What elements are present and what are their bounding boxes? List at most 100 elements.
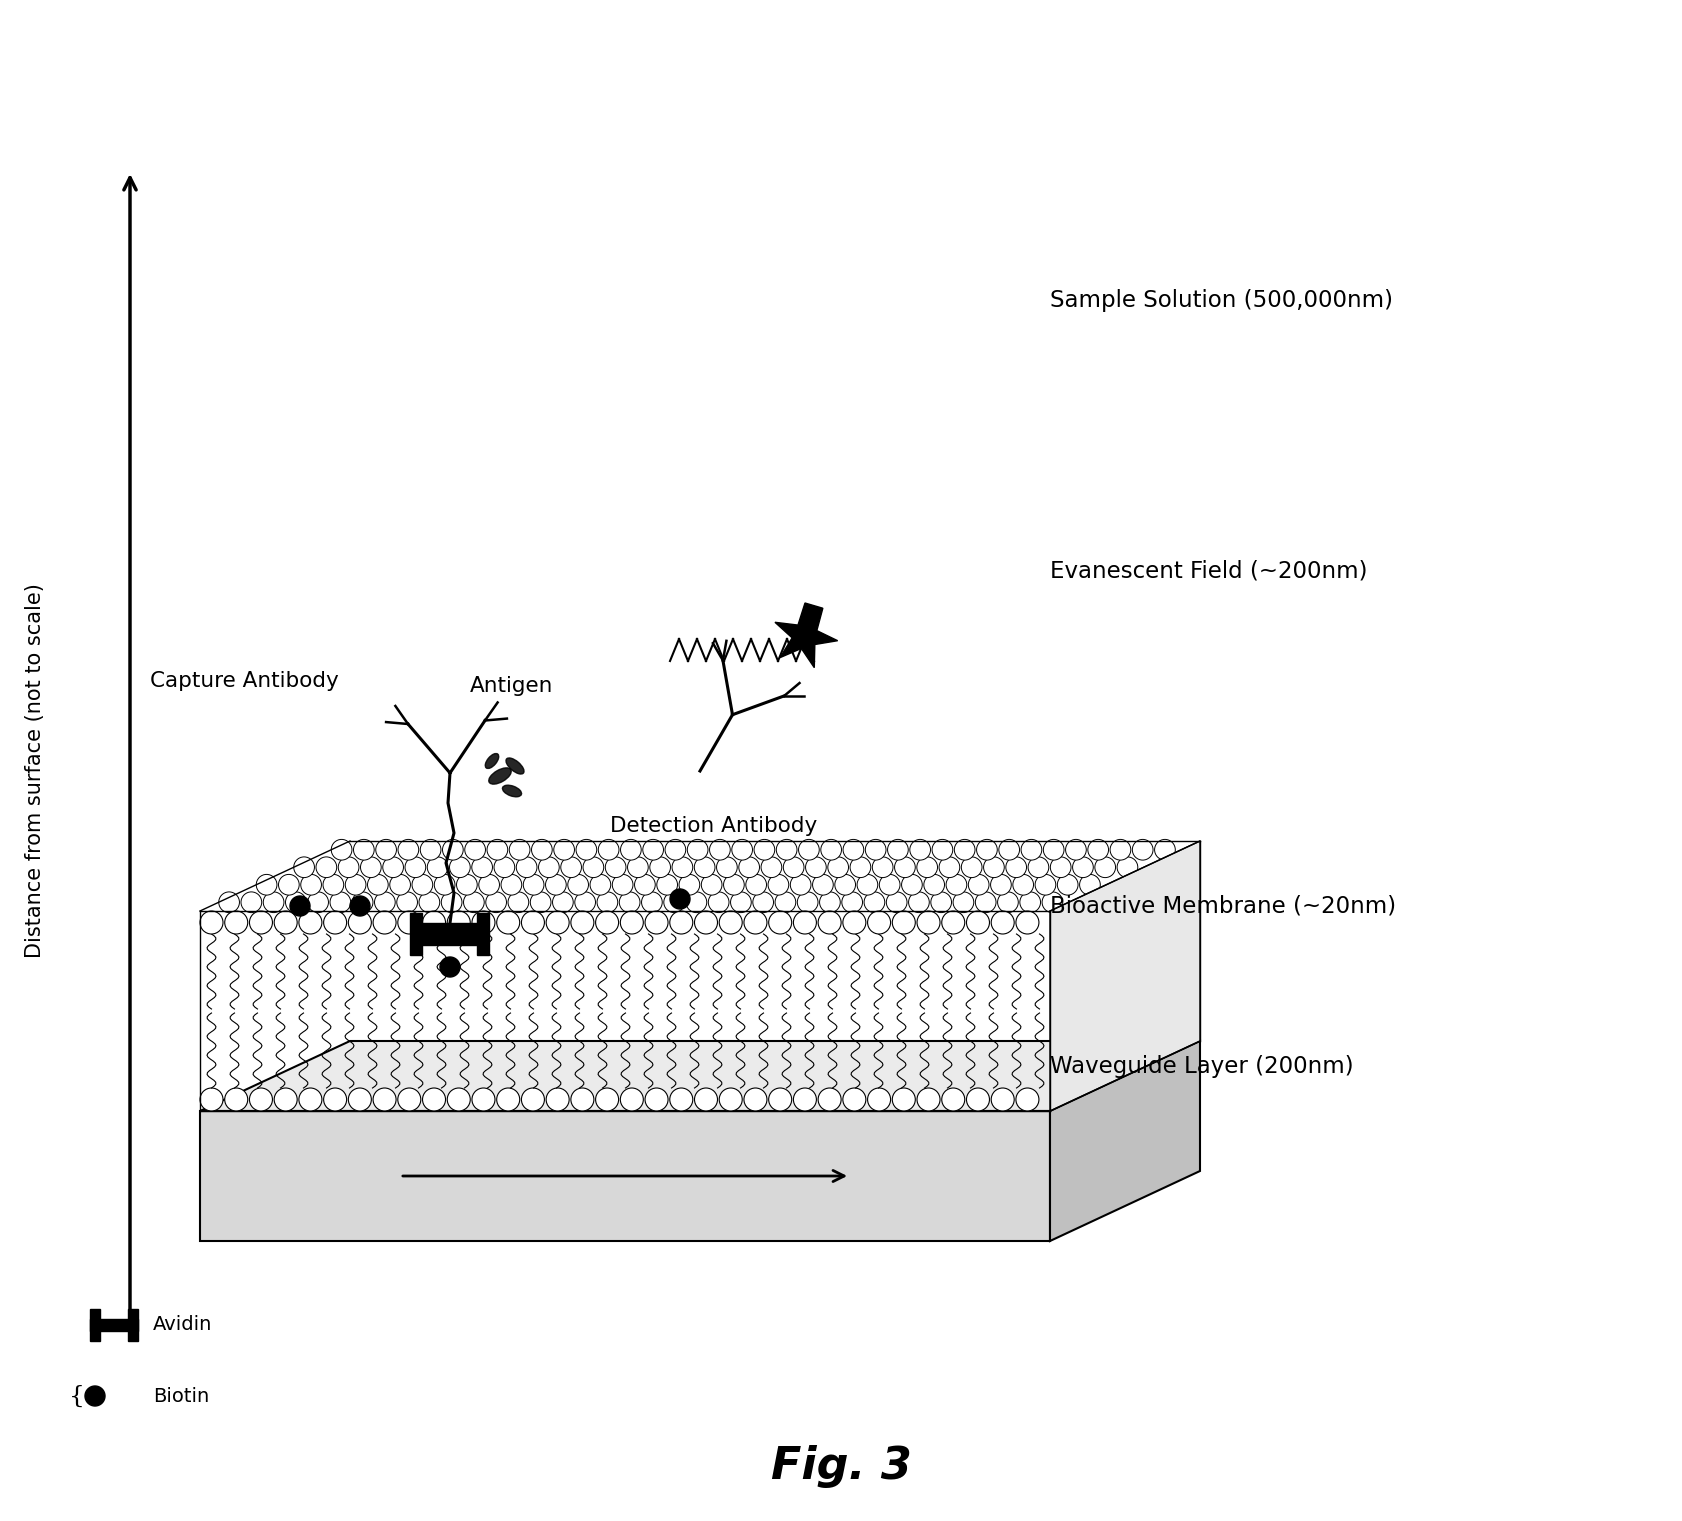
Circle shape [977,840,997,859]
Circle shape [488,840,508,859]
Circle shape [932,840,952,859]
Bar [410,913,422,955]
Polygon shape [200,1110,1050,1241]
Circle shape [1154,840,1176,859]
Circle shape [991,911,1014,934]
Circle shape [383,856,404,878]
Circle shape [849,856,871,878]
Circle shape [945,875,967,894]
Circle shape [200,1088,224,1110]
Circle shape [442,840,463,859]
Circle shape [553,840,575,859]
Circle shape [930,891,952,913]
Circle shape [819,891,841,913]
Circle shape [584,856,604,878]
Circle shape [1034,875,1056,894]
Circle shape [219,891,239,913]
Circle shape [510,840,530,859]
Circle shape [841,891,863,913]
Circle shape [375,891,395,913]
Circle shape [301,875,321,894]
Circle shape [891,911,915,934]
Text: Waveguide Layer (200nm): Waveguide Layer (200nm) [1050,1054,1354,1077]
Text: Antigen: Antigen [469,675,553,697]
Circle shape [891,1088,915,1110]
Text: Sample Solution (500,000nm): Sample Solution (500,000nm) [1050,289,1393,312]
Circle shape [821,840,841,859]
Circle shape [397,891,417,913]
Text: {: { [69,1386,86,1408]
Circle shape [923,875,945,894]
Circle shape [405,856,426,878]
Bar [91,1319,138,1331]
Circle shape [299,1088,321,1110]
Circle shape [399,1088,420,1110]
Polygon shape [775,602,838,668]
Circle shape [939,856,960,878]
Circle shape [1110,840,1130,859]
Text: Detection Antibody: Detection Antibody [611,815,817,837]
Circle shape [1019,891,1041,913]
Circle shape [917,911,940,934]
Circle shape [575,840,597,859]
Circle shape [595,1088,619,1110]
Circle shape [434,875,454,894]
Circle shape [868,911,890,934]
Circle shape [420,840,441,859]
Circle shape [545,875,567,894]
Circle shape [447,911,471,934]
Circle shape [590,875,611,894]
Circle shape [873,856,893,878]
Circle shape [643,840,663,859]
Circle shape [942,1088,965,1110]
Circle shape [530,891,552,913]
Circle shape [330,891,352,913]
Circle shape [680,875,700,894]
Circle shape [775,891,796,913]
Circle shape [738,856,760,878]
Text: Capture Antibody: Capture Antibody [150,671,338,691]
Circle shape [806,856,826,878]
Circle shape [538,856,558,878]
Circle shape [348,911,372,934]
Circle shape [350,896,370,916]
Circle shape [895,856,915,878]
Circle shape [373,1088,395,1110]
Circle shape [225,911,247,934]
Circle shape [1028,856,1050,878]
Circle shape [991,1088,1014,1110]
Circle shape [688,840,708,859]
Circle shape [997,891,1018,913]
Circle shape [664,840,686,859]
Circle shape [1080,875,1100,894]
Circle shape [521,1088,545,1110]
Ellipse shape [506,757,525,774]
Bar [422,923,478,945]
Circle shape [521,911,545,934]
Circle shape [1016,911,1039,934]
Circle shape [375,840,397,859]
Circle shape [422,1088,446,1110]
Circle shape [412,875,432,894]
Circle shape [888,840,908,859]
Circle shape [954,840,976,859]
Circle shape [570,911,594,934]
Circle shape [817,911,841,934]
Circle shape [294,856,315,878]
Circle shape [686,891,706,913]
Text: Biotin: Biotin [153,1387,209,1405]
Circle shape [200,911,224,934]
Circle shape [523,875,543,894]
Circle shape [570,1088,594,1110]
Circle shape [656,875,678,894]
Circle shape [496,911,520,934]
Circle shape [641,891,663,913]
Circle shape [917,856,937,878]
Bar [91,1310,99,1342]
Circle shape [547,911,569,934]
Circle shape [441,891,463,913]
Bar [478,913,489,955]
Circle shape [473,1088,495,1110]
Circle shape [976,891,996,913]
Circle shape [669,911,693,934]
